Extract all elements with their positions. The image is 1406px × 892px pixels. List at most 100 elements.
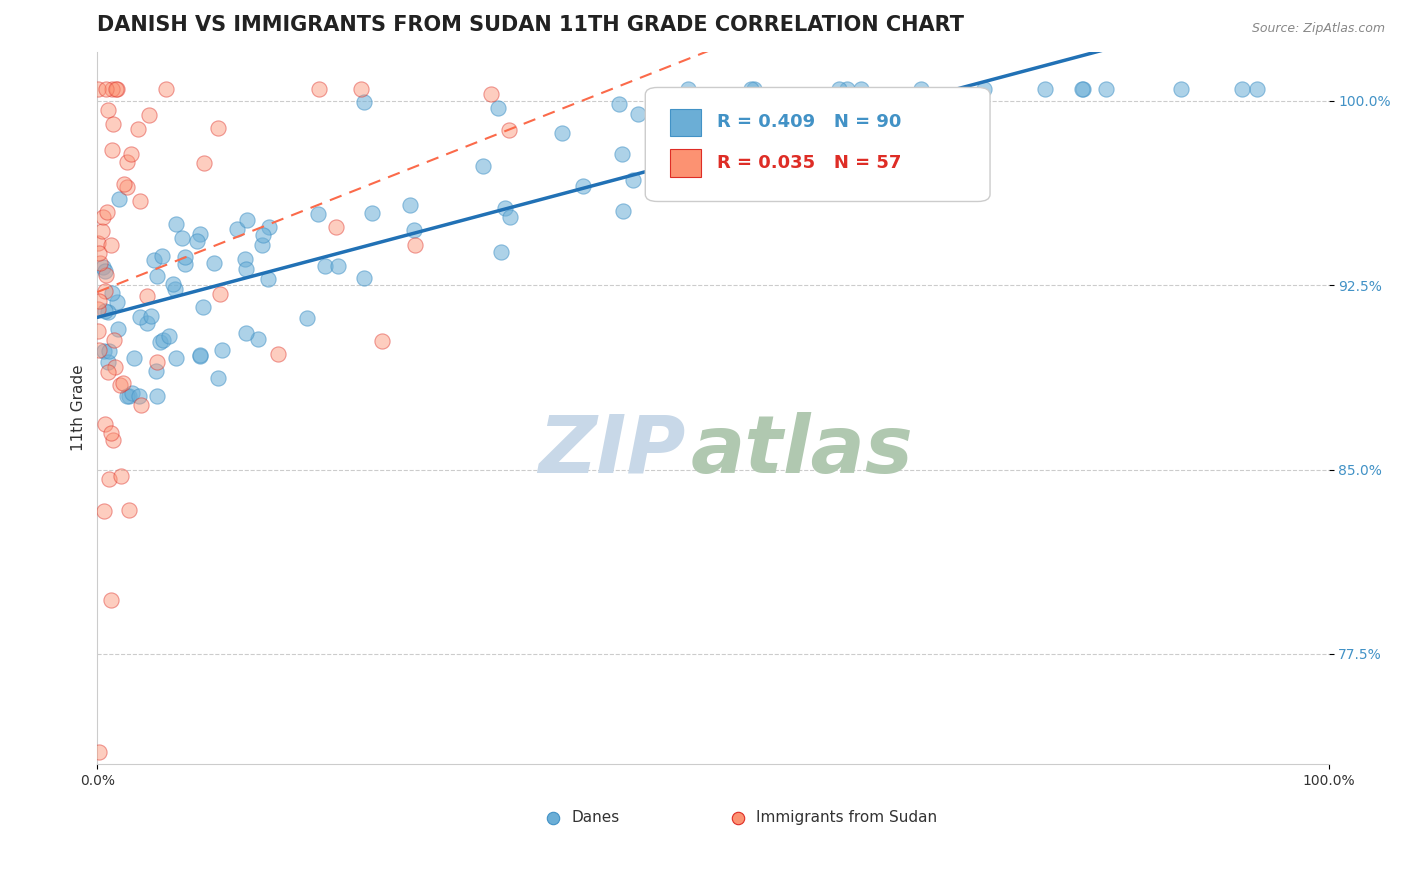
Point — [308, 81, 330, 95]
Point — [835, 81, 858, 95]
Point — [173, 250, 195, 264]
Point — [250, 237, 273, 252]
Point — [361, 206, 384, 220]
Point — [233, 252, 256, 266]
Point — [207, 120, 229, 135]
Point — [1170, 81, 1192, 95]
Point — [152, 334, 174, 348]
Point — [307, 206, 329, 220]
Point — [209, 286, 232, 301]
Point — [91, 210, 114, 224]
Point — [101, 81, 124, 95]
Point — [87, 293, 110, 308]
Point — [117, 389, 139, 403]
Point — [111, 376, 134, 390]
Point — [295, 311, 318, 326]
Point — [89, 256, 111, 270]
Point — [150, 249, 173, 263]
Text: R = 0.409   N = 90: R = 0.409 N = 90 — [717, 113, 901, 131]
Point — [149, 334, 172, 349]
Point — [105, 295, 128, 310]
Point — [94, 417, 117, 432]
Point — [105, 81, 128, 95]
Point — [128, 389, 150, 403]
Point — [146, 389, 169, 403]
Point — [612, 203, 634, 218]
Point — [127, 122, 149, 136]
Point — [173, 257, 195, 271]
Point — [479, 87, 502, 102]
Point — [115, 179, 138, 194]
Point — [247, 332, 270, 346]
Point — [100, 426, 122, 441]
Point — [235, 213, 257, 227]
Point — [94, 264, 117, 278]
Point — [165, 217, 187, 231]
Point — [491, 244, 513, 259]
Point — [626, 106, 648, 120]
Point — [1033, 81, 1056, 95]
Point — [131, 398, 153, 412]
Point — [499, 210, 522, 224]
Point — [97, 304, 120, 318]
Y-axis label: 11th Grade: 11th Grade — [72, 365, 86, 451]
Point — [138, 108, 160, 122]
Point — [828, 81, 851, 95]
Point — [97, 354, 120, 368]
Point — [145, 269, 167, 284]
Bar — [669, 109, 700, 136]
Point — [103, 434, 125, 448]
Point — [172, 231, 194, 245]
Text: DANISH VS IMMIGRANTS FROM SUDAN 11TH GRADE CORRELATION CHART: DANISH VS IMMIGRANTS FROM SUDAN 11TH GRA… — [97, 15, 965, 35]
Text: R = 0.035   N = 57: R = 0.035 N = 57 — [717, 154, 901, 172]
Point — [188, 348, 211, 362]
Point — [353, 95, 375, 110]
Point — [849, 81, 872, 95]
Text: atlas: atlas — [690, 412, 914, 490]
Point — [235, 326, 257, 340]
Point — [910, 81, 932, 95]
Bar — [669, 150, 700, 177]
Point — [257, 219, 280, 234]
Point — [211, 343, 233, 357]
Point — [104, 360, 127, 375]
Point — [740, 81, 762, 95]
Point — [129, 194, 152, 208]
Point — [676, 81, 699, 95]
Point — [225, 222, 247, 236]
Point — [235, 261, 257, 276]
Point — [498, 123, 520, 137]
Point — [257, 272, 280, 286]
Point — [207, 371, 229, 385]
Point — [139, 309, 162, 323]
Point — [93, 343, 115, 358]
Point — [350, 81, 373, 95]
Text: Danes: Danes — [571, 811, 620, 825]
Point — [108, 193, 131, 207]
Point — [100, 286, 122, 301]
Point — [120, 147, 142, 161]
Point — [96, 204, 118, 219]
Point — [107, 322, 129, 336]
Point — [115, 389, 138, 403]
Point — [193, 156, 215, 170]
Point — [188, 227, 211, 242]
Point — [551, 126, 574, 140]
FancyBboxPatch shape — [645, 87, 990, 202]
Point — [190, 349, 212, 363]
Point — [353, 271, 375, 285]
Point — [98, 344, 121, 359]
Point — [1071, 81, 1094, 95]
Point — [671, 93, 693, 107]
Point — [97, 103, 120, 117]
Point — [87, 343, 110, 357]
Point — [572, 178, 595, 193]
Point — [118, 503, 141, 517]
Point — [191, 300, 214, 314]
Point — [371, 334, 394, 348]
Point — [186, 234, 208, 248]
Point — [399, 198, 422, 212]
Point — [97, 472, 120, 486]
Point — [87, 301, 110, 316]
Point — [973, 81, 995, 95]
